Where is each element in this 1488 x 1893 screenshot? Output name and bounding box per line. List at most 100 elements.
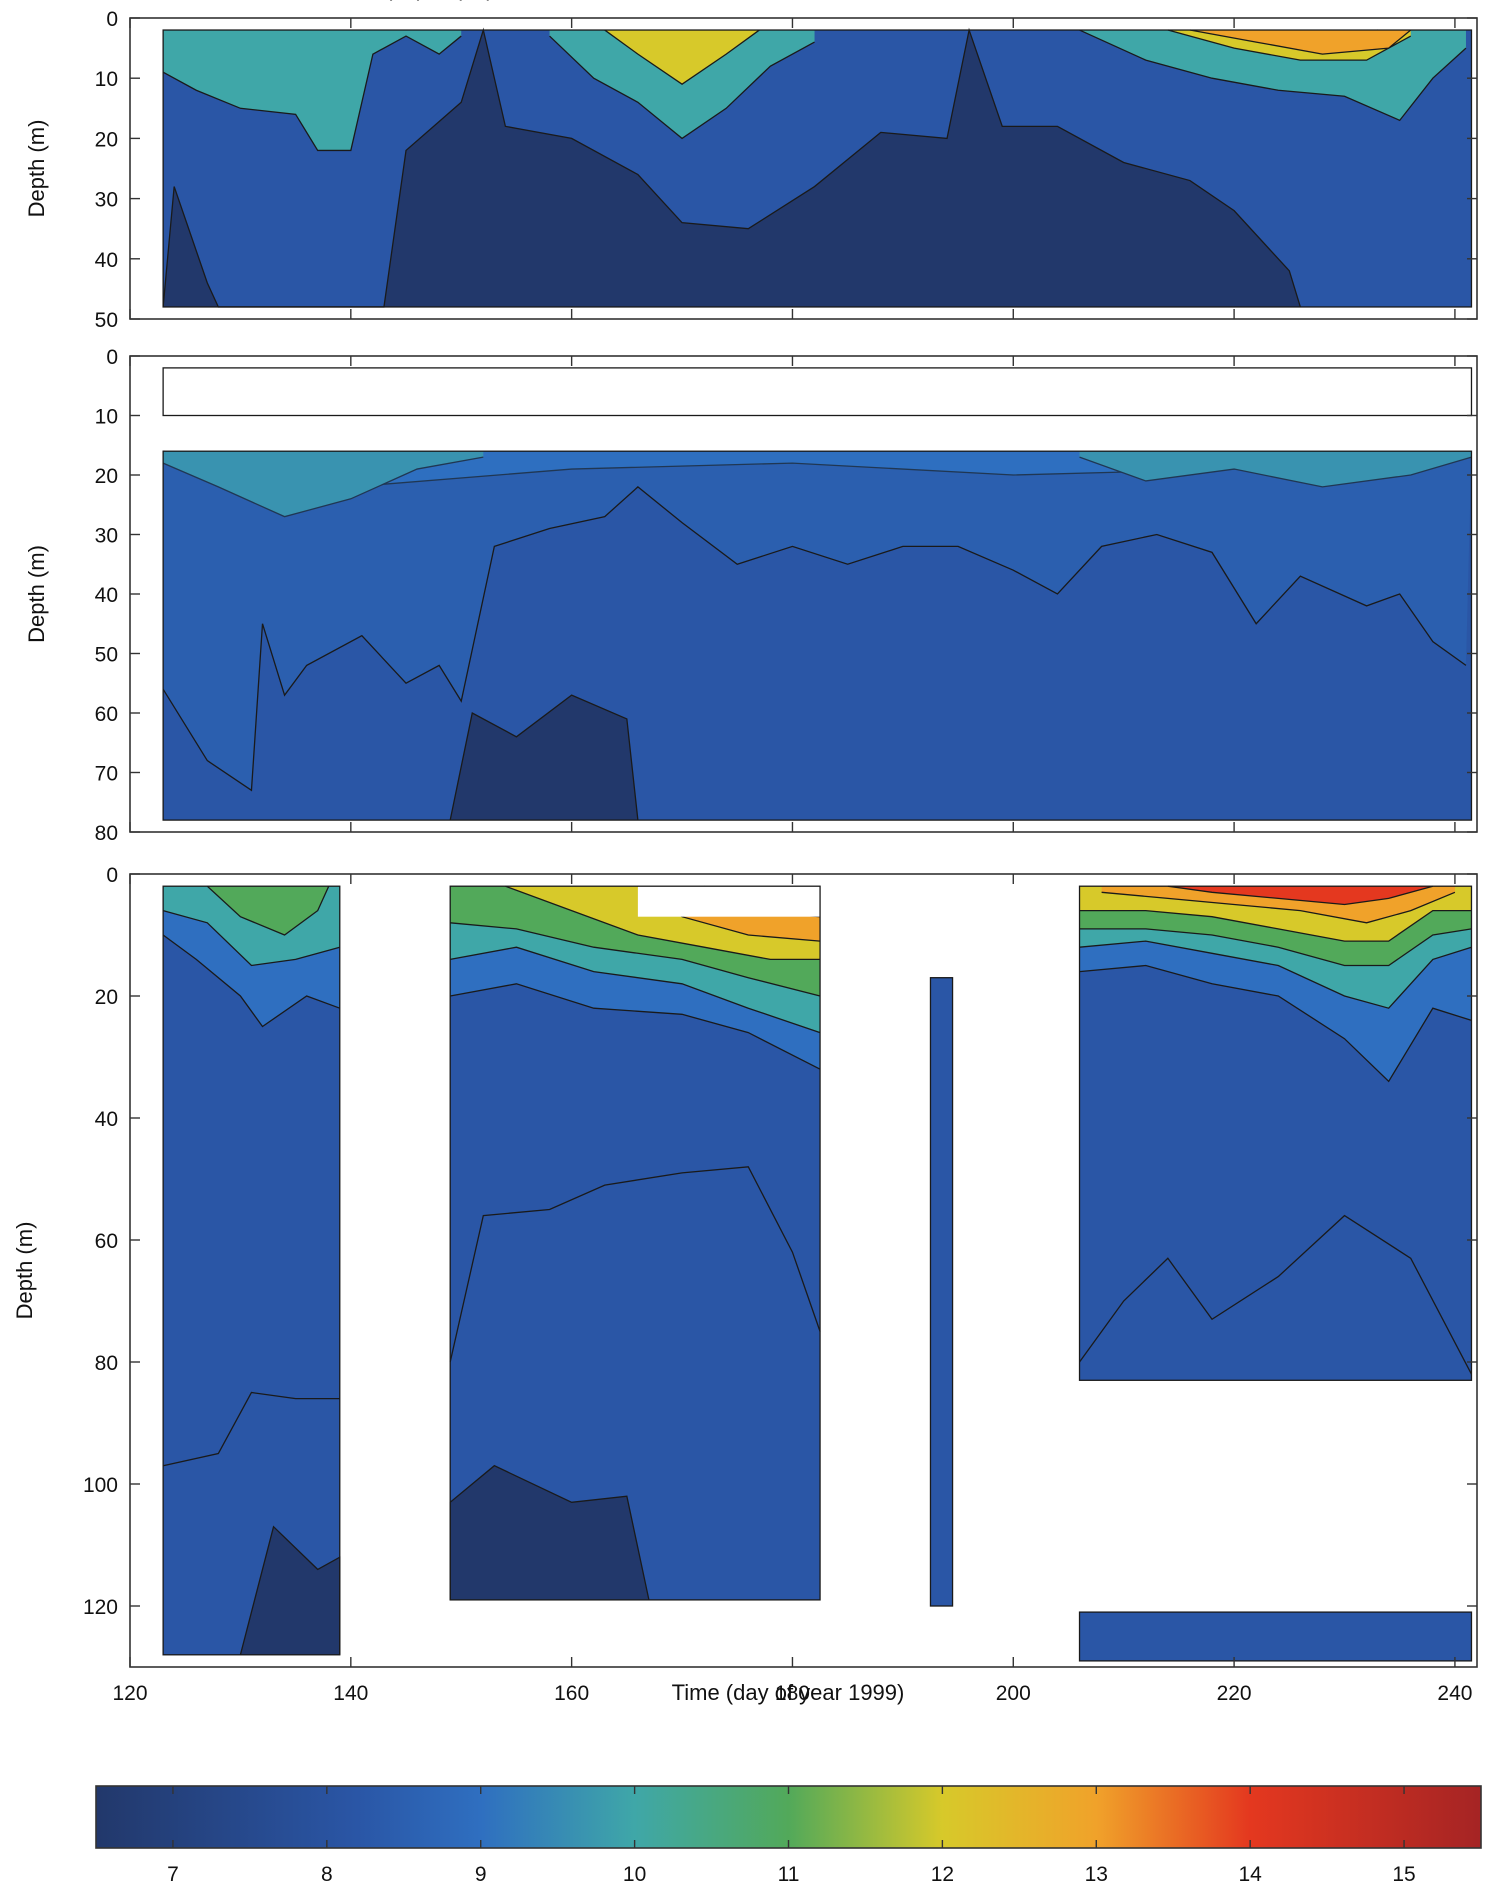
y-tick-label: 10 <box>95 406 118 429</box>
y-tick-label: 50 <box>95 644 118 667</box>
band-11-2-contour <box>604 29 760 86</box>
band-11-2 <box>604 30 760 85</box>
panel-bottom-field <box>162 885 1473 1662</box>
b4-band-9-contour <box>1079 964 1472 1083</box>
x-tick-label: 240 <box>1437 1682 1472 1705</box>
y-axis-title: Depth (m) <box>24 545 49 643</box>
band-10-right-contour <box>1079 456 1472 488</box>
y-tick-label: 60 <box>95 703 118 726</box>
b4-band-12-contour <box>1079 909 1472 942</box>
band-13-right-contour <box>1189 29 1412 55</box>
b1-band-11-contour <box>206 885 330 936</box>
y-tick-label: 0 <box>106 864 118 887</box>
isotherm-8-upper <box>163 451 1472 791</box>
colorbar-tick-label: 10 <box>623 1863 646 1886</box>
b1-band-9-contour <box>162 934 341 1028</box>
y-tick-label: 80 <box>95 822 118 845</box>
data-block-edge-5 <box>1078 1611 1473 1662</box>
colorbar-tick-label: 14 <box>1238 1863 1262 1886</box>
header-fragment: (... ) ... (... ) <box>385 0 494 1</box>
b2-band-9-contour <box>450 983 821 1070</box>
colorbar-tick-label: 7 <box>167 1863 179 1886</box>
b4-band-14-contour <box>1167 885 1434 906</box>
data-block-3 <box>930 977 953 1606</box>
band-13-right <box>1189 30 1411 55</box>
x-tick-label: 220 <box>1217 1682 1252 1705</box>
y-tick-label: 40 <box>95 1108 118 1131</box>
b1-band-10-contour <box>162 909 340 967</box>
y-tick-label: 20 <box>95 465 118 488</box>
panel-middle: 0 10 20 30 40 50 60 70 80 Depth (m) <box>24 346 1478 845</box>
y-tick-label: 30 <box>95 189 118 212</box>
lower-field-8 <box>163 451 1472 821</box>
colorbar-fill <box>96 1786 1481 1848</box>
b2-band-10-contour <box>450 946 821 1034</box>
colorbar-tick-label: 12 <box>931 1863 954 1886</box>
y-tick-label: 100 <box>83 1474 118 1497</box>
panel-middle-field <box>162 367 1473 821</box>
b2-band-12-contour <box>505 885 821 961</box>
y-tick-label: 70 <box>95 763 118 786</box>
band-10-3-contour <box>1079 29 1467 122</box>
b1-iso-8-contour <box>162 1391 340 1467</box>
b4-band-10-contour <box>1079 940 1472 1009</box>
band-10-1-contour <box>549 35 815 140</box>
data-block-edge-2 <box>449 885 821 1601</box>
b4-band-11-contour <box>1079 928 1472 967</box>
data-block-edge-1 <box>162 885 341 1656</box>
b4-iso-8 <box>1078 1214 1473 1375</box>
y-tick-label: 60 <box>95 1230 118 1253</box>
colorbar-tick-label: 13 <box>1085 1863 1108 1886</box>
band-12-4-contour <box>1167 29 1412 61</box>
data-extent-edge <box>162 29 1473 308</box>
lower-block-edge <box>162 450 1473 821</box>
y-axis-title: Depth (m) <box>24 120 49 218</box>
surface-layer <box>162 367 1473 417</box>
b4-band-13-contour <box>1101 891 1456 924</box>
colorbar-tick-label: 9 <box>475 1863 487 1886</box>
x-tick-label: 120 <box>112 1682 147 1705</box>
panel-bottom: 0 20 40 60 80 100 120 120 140 160 180 200 220 240 Dept… <box>12 864 1478 1705</box>
x-tick-label: 180 <box>775 1682 810 1705</box>
x-tick-label: 160 <box>554 1682 589 1705</box>
b2-iso-8-contour <box>449 1166 821 1363</box>
panel-top-field <box>162 27 1473 308</box>
b2-notch <box>637 886 821 917</box>
band-10-left <box>163 451 484 517</box>
colorbar: 7 8 9 10 11 12 13 14 15 <box>95 1785 1482 1886</box>
y-tick-label: 120 <box>83 1596 118 1619</box>
y-tick-label: 10 <box>95 68 118 91</box>
y-tick-label: 20 <box>95 128 118 151</box>
colorbar-tick-label: 15 <box>1392 1863 1415 1886</box>
plot-frame <box>129 873 1478 1668</box>
b1-band-11 <box>207 886 329 935</box>
y-tick-label: 0 <box>106 8 118 31</box>
colorbar-tick-label: 11 <box>778 1863 800 1886</box>
band-9-0 <box>163 30 462 151</box>
x-axis-title: Time (day of year 1999) <box>672 1680 905 1705</box>
colorbar-tick-label: 8 <box>321 1863 333 1886</box>
y-tick-label: 40 <box>95 584 118 607</box>
y-tick-label: 0 <box>106 346 118 369</box>
y-tick-label: 30 <box>95 525 118 548</box>
x-tick-label: 200 <box>996 1682 1031 1705</box>
y-axis-title: Depth (m) <box>12 1222 37 1320</box>
isotherm-8 <box>162 486 1467 792</box>
cold-core-7 <box>163 30 1301 307</box>
cold-core-7-contour <box>449 694 639 821</box>
band-9-0-contour <box>162 35 462 152</box>
y-tick-label: 80 <box>95 1352 118 1375</box>
panel-top: 0 10 20 30 40 50 Depth (m) <box>24 8 1478 332</box>
y-tick-label: 50 <box>95 309 118 332</box>
data-block-5 <box>1079 1612 1472 1661</box>
plot-frame <box>129 17 1478 320</box>
b4-band-14 <box>1167 886 1433 905</box>
band-10-left-contour <box>162 456 484 518</box>
data-block-edge-4 <box>1078 885 1473 1381</box>
x-tick-label: 140 <box>333 1682 368 1705</box>
b2-band-11-contour <box>450 922 821 997</box>
data-block-edge-3 <box>929 977 954 1607</box>
y-tick-label: 20 <box>95 986 118 1009</box>
